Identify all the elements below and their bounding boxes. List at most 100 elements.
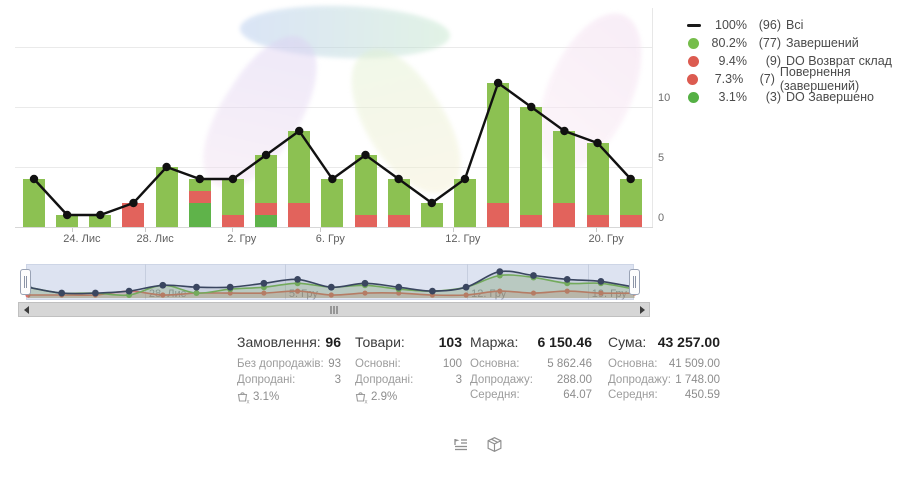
marker-shape <box>688 37 699 49</box>
main-chart: 0 5 10 24. Лис 28. Лис 2. Гру 6. Гру 12. Гру 20… <box>15 0 923 245</box>
stat-sub-value: 3 <box>334 373 341 386</box>
navigator-gridline <box>284 264 286 300</box>
bar-segment <box>619 215 642 227</box>
stat-subrow: Середня: 450.59 <box>608 388 720 404</box>
upsell-rate-row: x 2.9% <box>355 390 462 404</box>
basket-icon: x <box>237 392 250 405</box>
bar-segment <box>520 215 543 227</box>
stat-title: Маржа: <box>470 334 519 350</box>
scroll-right-arrow-icon[interactable] <box>635 303 649 316</box>
bar-segment <box>354 155 377 215</box>
navigator-right-handle[interactable] <box>629 269 640 295</box>
x-axis-tick-label: 2. Гру <box>227 233 257 245</box>
bar-segment <box>23 179 45 227</box>
stat-sub-label: Без допродажів: <box>237 358 324 370</box>
chart-scrollbar[interactable] <box>18 302 650 317</box>
bar <box>221 179 244 227</box>
x-axis-tick <box>452 227 454 232</box>
scroll-left-arrow-icon[interactable] <box>19 303 33 316</box>
bar-segment <box>89 215 112 227</box>
bar-segment <box>487 83 510 203</box>
stat-title: Замовлення: <box>237 334 321 350</box>
stat-sub-label: Допродажу: <box>608 373 671 386</box>
stat-sub-label: Середня: <box>608 389 658 401</box>
navigator-left-handle[interactable] <box>20 269 31 295</box>
upsell-rate-value: 3.1% <box>253 391 280 403</box>
bar <box>453 179 476 227</box>
legend-item[interactable]: 80.2% (77) Завершений <box>686 34 923 52</box>
bar-segment <box>255 215 278 227</box>
upsell-rate-value: 2.9% <box>371 391 398 403</box>
bar <box>56 215 79 227</box>
bar-segment <box>288 131 311 203</box>
stat-sub-label: Основні: <box>355 358 401 370</box>
stat-subrow: Допродані: 3 <box>355 373 462 389</box>
stat-title-row: Маржа: 6 150.46 <box>470 334 592 350</box>
stat-title-row: Сума: 43 257.00 <box>608 334 720 350</box>
legend-item[interactable]: 100% (96) Всі <box>686 16 923 34</box>
stat-subrow: Основні: 100 <box>355 357 462 373</box>
bar <box>23 179 45 227</box>
legend-item[interactable]: 7.3% (7) Повернення (завершений) <box>686 65 923 93</box>
navigator-series <box>24 268 638 298</box>
svg-text:x: x <box>247 400 250 405</box>
legend-count: (3) <box>765 90 781 104</box>
bar-segment <box>387 179 410 215</box>
navigator-gridline <box>587 264 589 300</box>
stat-sub-value: 1 748.00 <box>675 373 720 386</box>
line-marker-icon <box>686 23 701 27</box>
stat-sub-value: 41 509.00 <box>668 358 720 370</box>
bar-segment <box>221 179 244 215</box>
scrollbar-grip-icon[interactable] <box>330 306 338 314</box>
marker-shape <box>688 55 699 67</box>
y-axis-tick-label: 10 <box>658 92 671 104</box>
stat-title-row: Товари: 103 <box>355 334 462 350</box>
stat-title: Сума: <box>608 334 647 350</box>
package-view-icon[interactable] <box>484 434 504 454</box>
bar <box>354 155 377 227</box>
bar <box>255 155 278 227</box>
dot-marker-icon <box>686 73 700 85</box>
legend-percent: 3.1% <box>718 90 748 104</box>
stat-sub-label: Основна: <box>608 358 658 370</box>
bar-segment <box>188 191 211 203</box>
svg-text:x: x <box>365 400 368 405</box>
chart-legend: 100% (96) Всі 80.2% (77) Завершений 9.4% (9) DO … <box>686 16 923 106</box>
bar <box>387 179 410 227</box>
legend-count: (7) <box>759 72 775 86</box>
bar-segment <box>155 167 178 227</box>
stat-sub-label: Допродажу: <box>470 373 533 386</box>
marker-shape <box>686 23 701 27</box>
stat-sub-value: 93 <box>328 358 341 370</box>
plot-area <box>15 8 652 227</box>
bar <box>619 179 642 227</box>
bar <box>420 203 443 227</box>
bar-segment <box>188 179 211 191</box>
bar <box>188 179 211 227</box>
bar-segment <box>453 179 476 227</box>
legend-item[interactable]: 3.1% (3) DO Завершено <box>686 88 923 106</box>
stat-sub-label: Допродані: <box>237 373 296 386</box>
list-view-icon[interactable] <box>450 434 470 454</box>
bar-segment <box>387 215 410 227</box>
stat-sub-label: Середня: <box>470 389 520 401</box>
stat-value: 103 <box>438 334 462 350</box>
dot-marker-icon <box>686 37 701 49</box>
stat-sub-label: Допродані: <box>355 373 414 386</box>
legend-count: (77) <box>758 36 781 50</box>
x-axis-tick-label: 24. Лис <box>63 233 101 245</box>
bar-segment <box>619 179 642 215</box>
bar-segment <box>122 203 145 227</box>
navigator-axis-label: 28. Лис <box>145 288 186 300</box>
legend-item[interactable]: 9.4% (9) DO Возврат склад <box>686 52 923 70</box>
navigator-gridline <box>144 264 146 300</box>
bar-segment <box>487 203 510 227</box>
bar-segment <box>255 155 278 203</box>
legend-count: (96) <box>758 18 781 32</box>
legend-count: (9) <box>765 54 781 68</box>
bar <box>155 167 178 227</box>
stat-sub-value: 64.07 <box>563 389 592 401</box>
x-axis-tick <box>231 227 233 232</box>
